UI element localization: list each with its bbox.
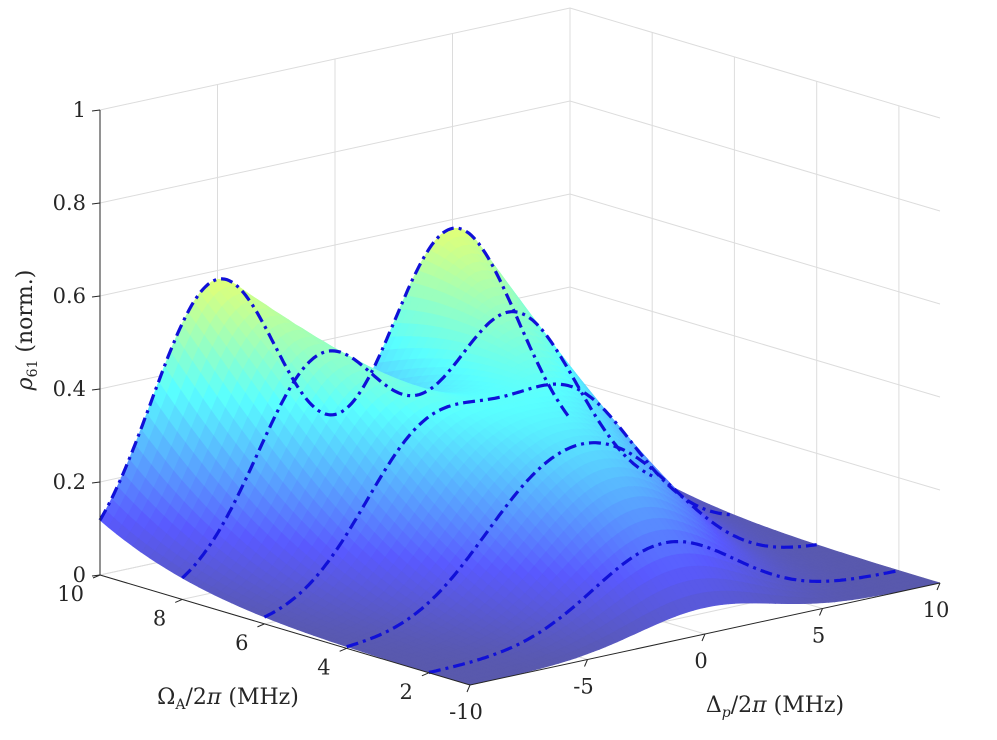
z-tick-mark [91, 388, 101, 391]
y-tick-label: 4 [317, 655, 330, 679]
y-axis-label: ΩA/2π (MHz) [157, 685, 299, 713]
slice-curve-omega-10 [98, 226, 572, 521]
x-tick-label: 0 [694, 649, 707, 673]
slice-curve-omega-2 [428, 540, 900, 675]
x-tick-mark [466, 684, 471, 693]
x-tick-mark [819, 608, 823, 616]
z-tick-mark [91, 295, 101, 298]
axes [91, 109, 941, 693]
z-axis-label: ρ61 (norm.) [13, 270, 41, 392]
y-tick-label: 8 [153, 606, 166, 630]
y-axis-line [99, 574, 471, 686]
x-tick-mark [936, 582, 941, 591]
z-tick-label: 0 [73, 563, 86, 587]
surface [99, 227, 941, 686]
y-tick-label: 6 [235, 631, 248, 655]
z-tick-mark [91, 202, 101, 205]
y-tick-mark [339, 647, 347, 652]
y-tick-mark [421, 672, 430, 677]
slice-curve-omega-4 [346, 441, 817, 649]
slice-curves [98, 226, 900, 675]
z-tick-label: 0.8 [53, 191, 86, 215]
x-tick-mark [701, 633, 706, 642]
x-tick-label: 5 [812, 624, 825, 648]
z-grid-line [99, 100, 941, 212]
x-axis-label: Δp/2π (MHz) [706, 693, 844, 721]
x-tick-label: -5 [573, 675, 593, 699]
z-tick-label: 0.4 [53, 377, 86, 401]
y-tick-mark [92, 574, 101, 579]
x-tick-label: 10 [923, 598, 950, 622]
z-tick-mark [91, 481, 101, 484]
slice-curve-omega-8 [181, 310, 653, 580]
z-tick-label: 0.6 [53, 284, 86, 308]
x-tick-label: -10 [449, 700, 483, 724]
tick-labels: 0 0.2 0.4 0.6 0.8 1 2 4 6 8 10 -10 -5 0 5 10 [53, 98, 950, 724]
z-tick-mark [91, 109, 101, 112]
y-tick-mark [175, 598, 183, 603]
z-grid-line [99, 7, 941, 119]
z-tick-label: 1 [73, 98, 86, 122]
x-tick-mark [584, 659, 588, 667]
y-tick-label: 2 [400, 680, 413, 704]
slice-curve-omega-6 [263, 382, 735, 619]
y-tick-mark [257, 623, 265, 628]
z-tick-label: 0.2 [53, 470, 86, 494]
y-tick-label: 10 [57, 582, 84, 606]
